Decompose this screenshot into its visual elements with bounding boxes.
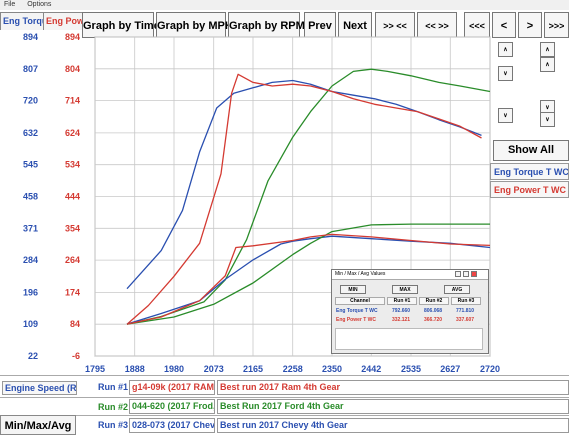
avg-button[interactable]: AVG (444, 285, 470, 294)
row-torque-run1: 792.660 (392, 308, 411, 314)
torque-tick-label: 371 (23, 223, 38, 233)
power-tick-label: 354 (65, 223, 80, 233)
x-tick-label: 1795 (85, 364, 105, 374)
torque-tick-label: 807 (23, 64, 38, 74)
scroll-down-big-icon[interactable]: ∨ (498, 66, 513, 81)
row-power-run1: 332.121 (392, 317, 411, 323)
graph-by-rpm-button[interactable]: Graph by RPM (228, 12, 305, 38)
torque-tick-label: 196 (23, 287, 38, 297)
torque-tick-label: 894 (23, 32, 38, 42)
scroll-up-icon[interactable]: ∧ (540, 42, 555, 57)
torque-tick-label: 284 (23, 255, 38, 265)
row-power-run2: 366.720 (424, 317, 443, 323)
prev-button[interactable]: Prev (304, 12, 336, 38)
row-torque-run2: 806.068 (424, 308, 443, 314)
next-button[interactable]: Next (338, 12, 372, 38)
last-button[interactable]: >>> (544, 12, 569, 38)
max-button[interactable]: MAX (392, 285, 418, 294)
row-torque-run3: 771.810 (456, 308, 475, 314)
run-divider-2 (0, 415, 569, 416)
torque-tick-label: 545 (23, 160, 38, 170)
row-power-channel: Eng Power T WC (336, 317, 376, 323)
run2-file[interactable]: 044-620 (2017 Frod, 2 (129, 399, 215, 414)
torque-tick-label: 632 (23, 128, 38, 138)
bottom-divider (0, 375, 569, 376)
forward-button[interactable]: > (518, 12, 542, 38)
minimize-icon[interactable] (455, 271, 461, 277)
torque-tick-label: 22 (28, 351, 38, 361)
series-line-torque-run3 (126, 73, 482, 325)
power-tick-label: -6 (72, 351, 80, 361)
run3-tag: Run #3 (98, 420, 129, 430)
torque-tick-label: 109 (23, 319, 38, 329)
legend-torque[interactable]: Eng Torque T WC (490, 163, 569, 180)
row-power-run3: 337.607 (456, 317, 475, 323)
run2-description[interactable]: Best Run 2017 Ford 4th Gear (217, 399, 569, 414)
power-tick-label: 804 (65, 64, 80, 74)
header-run2: Run #2 (419, 297, 449, 305)
power-tick-label: 624 (65, 128, 80, 138)
scroll-up-big-icon[interactable]: ∧ (498, 42, 513, 57)
minmax-window[interactable]: Min / Max / Avg Values MIN MAX AVG Chann… (331, 269, 489, 354)
back-button[interactable]: < (492, 12, 516, 38)
x-tick-label: 1888 (125, 364, 145, 374)
menu-file[interactable]: File (4, 1, 16, 8)
first-button[interactable]: <<< (464, 12, 490, 38)
min-button[interactable]: MIN (340, 285, 366, 294)
close-icon[interactable] (471, 271, 477, 277)
x-tick-label: 2350 (322, 364, 342, 374)
header-run1: Run #1 (387, 297, 417, 305)
x-tick-label: 2442 (361, 364, 381, 374)
scroll-up-small-icon[interactable]: ∧ (540, 57, 555, 72)
x-tick-label: 1980 (164, 364, 184, 374)
run2-tag: Run #2 (98, 402, 129, 412)
collapse-icon[interactable]: ∨ (498, 108, 513, 123)
power-tick-label: 174 (65, 287, 80, 297)
menu-options[interactable]: Options (27, 1, 52, 8)
run-divider-1 (0, 397, 569, 398)
x-tick-label: 2627 (440, 364, 460, 374)
scroll-down-small-icon[interactable]: ∨ (540, 112, 555, 127)
series-line-torque-run2 (126, 68, 491, 325)
run1-file[interactable]: g14-09k (2017 RAM, 2 (129, 380, 215, 395)
power-tick-label: 264 (65, 255, 80, 265)
torque-tick-label: 458 (23, 192, 38, 202)
zoom-out-button[interactable]: << >> (417, 12, 457, 38)
x-tick-label: 2720 (480, 364, 500, 374)
power-tick-label: 714 (65, 96, 80, 106)
series-line-power-run2 (126, 223, 490, 325)
series-line-power-run3 (126, 233, 491, 325)
row-torque-channel: Eng Torque T WC (336, 308, 378, 314)
maximize-icon[interactable] (463, 271, 469, 277)
zoom-in-button[interactable]: >> << (375, 12, 415, 38)
run3-description[interactable]: Best run 2017 Chevy 4th Gear (217, 418, 569, 433)
minmax-empty-area (335, 328, 483, 350)
power-tick-label: 444 (65, 192, 80, 202)
power-tick-label: 84 (70, 319, 80, 329)
x-tick-label: 2535 (401, 364, 421, 374)
show-all-button[interactable]: Show All (493, 140, 569, 161)
x-tick-label: 2258 (283, 364, 303, 374)
power-tick-label: 894 (65, 32, 80, 42)
legend-power[interactable]: Eng Power T WC (490, 181, 569, 198)
x-tick-label: 2073 (204, 364, 224, 374)
run3-file[interactable]: 028-073 (2017 Chevy, (129, 418, 215, 433)
x-tick-label: 2165 (243, 364, 263, 374)
power-tick-label: 534 (65, 160, 80, 170)
torque-tick-label: 720 (23, 96, 38, 106)
run1-description[interactable]: Best run 2017 Ram 4th Gear (217, 380, 569, 395)
y-axis-panel (0, 30, 82, 366)
minmax-tab[interactable]: Min/Max/Avg (0, 415, 76, 435)
menu-bar: File Options (0, 0, 569, 10)
run1-tag: Run #1 (98, 382, 129, 392)
x-axis-channel[interactable]: Engine Speed (R (2, 381, 77, 395)
header-run3: Run #3 (451, 297, 481, 305)
header-channel: Channel (335, 297, 385, 305)
minmax-title: Min / Max / Avg Values (332, 270, 488, 280)
graph-by-time-button[interactable]: Graph by Time (82, 12, 160, 38)
